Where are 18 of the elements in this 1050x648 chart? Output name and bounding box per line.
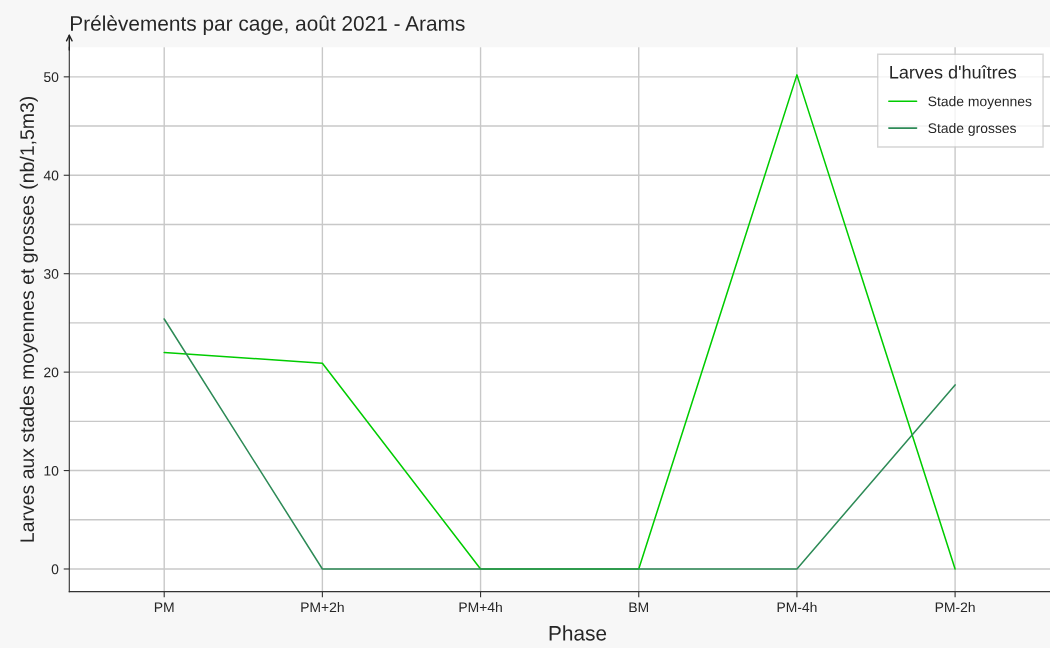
y-tick-label: 50 [43,72,59,82]
y-tick-label: 10 [44,465,59,476]
x-tick-label: BM [629,602,649,613]
legend-label: Stade moyennes [928,96,1032,110]
x-tick-label: PM+4h [459,602,502,613]
legend-label: Stade grosses [928,122,1016,136]
y-tick-label: 0 [51,564,59,575]
chart-title: Prélèvements par cage, août 2021 - Arams [71,15,465,35]
x-tick-label: PM+2h [301,602,344,613]
y-tick-label: 40 [43,170,59,181]
x-tick-label: PM [154,602,174,613]
y-axis-title: Larves aux stades moyennes et grosses (nb/1,5m3) [19,96,38,542]
x-axis-title: Phase [549,625,607,641]
y-tick-label: 20 [44,367,59,378]
x-tick-label: PM-2h [935,602,975,613]
legend-title: Larves d'huîtres [890,65,1017,79]
y-tick-label: 30 [43,269,59,279]
x-tick-label: PM-4h [777,602,817,613]
